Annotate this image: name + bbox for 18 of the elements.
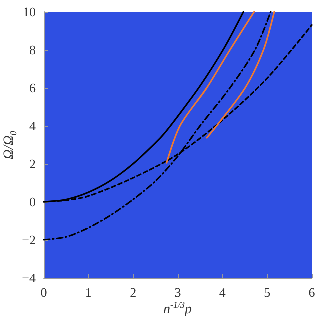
x-tick-label: 2: [130, 285, 137, 300]
y-tick-label: 4: [30, 118, 36, 134]
x-axis-title: n$^{-1/3}$p: [164, 300, 192, 319]
y-tick-label: 6: [30, 80, 36, 96]
y-tick-label: −4: [22, 270, 36, 286]
x-tick-label: 4: [219, 285, 226, 300]
line-series: [206, 11, 276, 139]
y-tick-label: 10: [23, 4, 36, 20]
x-tick-label: 0: [40, 285, 48, 300]
line-series: [166, 11, 256, 164]
y-tick-label: 8: [30, 42, 36, 58]
y-tick-label: −2: [22, 232, 36, 248]
y-tick-label: 2: [30, 156, 36, 172]
x-tick-label: 1: [85, 285, 92, 300]
x-tick-label: 3: [174, 285, 182, 300]
y-tick-label: 0: [30, 194, 36, 210]
x-tick-label: 6: [308, 285, 316, 300]
x-tick-label: 5: [264, 285, 271, 300]
